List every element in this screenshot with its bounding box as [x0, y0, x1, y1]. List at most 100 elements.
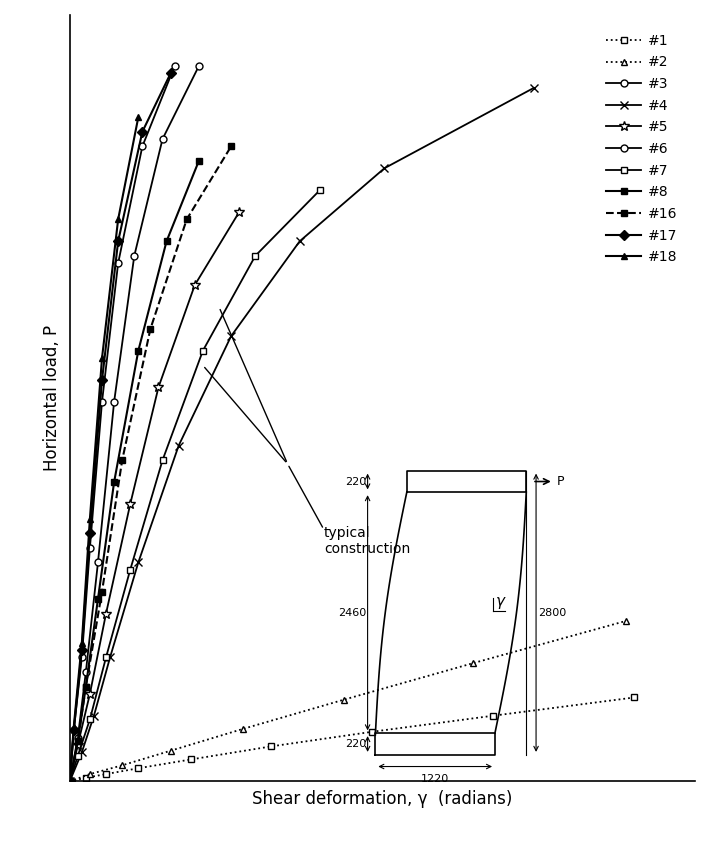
#7 [126, 565, 134, 575]
#1 [368, 727, 376, 737]
#17 [70, 725, 78, 735]
Line: #4: #4 [65, 84, 537, 786]
Line: #17: #17 [66, 70, 174, 785]
Line: #1: #1 [66, 694, 638, 785]
#4 [380, 163, 388, 173]
#2 [166, 746, 175, 756]
#1 [187, 754, 195, 764]
#4 [106, 652, 114, 662]
#16 [118, 455, 126, 465]
#6 [114, 258, 122, 268]
#6 [77, 652, 86, 662]
#2 [340, 694, 349, 704]
Text: 2800: 2800 [538, 608, 567, 618]
#5 [86, 689, 94, 699]
#18 [86, 513, 94, 524]
#6 [65, 776, 74, 787]
Text: 1220: 1220 [421, 775, 449, 784]
#17 [98, 375, 106, 385]
#5 [74, 740, 82, 750]
#4 [226, 331, 235, 341]
#18 [98, 353, 106, 363]
#17 [166, 69, 175, 79]
#17 [86, 528, 94, 538]
#3 [82, 667, 90, 677]
#8 [195, 156, 203, 166]
#7 [158, 455, 167, 465]
#3 [158, 134, 167, 144]
Text: $\gamma$: $\gamma$ [495, 595, 507, 611]
#2 [118, 760, 126, 770]
#16 [226, 141, 235, 152]
#1 [65, 776, 74, 787]
Line: #18: #18 [66, 114, 142, 785]
#5 [126, 499, 134, 509]
#6 [170, 61, 179, 71]
#17 [65, 776, 74, 787]
#2 [622, 615, 630, 626]
#2 [239, 723, 248, 734]
#8 [110, 477, 119, 488]
Line: #3: #3 [66, 63, 202, 785]
#7 [86, 714, 94, 724]
#4 [89, 710, 98, 721]
#3 [65, 776, 74, 787]
#5 [235, 207, 244, 217]
#17 [138, 127, 146, 137]
#5 [190, 280, 199, 291]
#7 [251, 251, 260, 261]
#6 [138, 141, 146, 152]
#2 [86, 769, 94, 779]
#16 [98, 586, 106, 596]
Line: #8: #8 [66, 158, 202, 785]
#3 [130, 251, 138, 261]
#4 [134, 557, 143, 567]
Line: #5: #5 [65, 207, 244, 786]
#6 [86, 542, 94, 553]
Text: typical
construction: typical construction [324, 526, 410, 556]
#16 [74, 736, 82, 746]
#18 [70, 722, 78, 732]
#6 [98, 397, 106, 407]
#1 [82, 773, 90, 783]
#5 [154, 382, 163, 393]
Text: 2460: 2460 [339, 608, 366, 618]
#4 [175, 440, 183, 451]
#18 [77, 638, 86, 648]
#8 [65, 776, 74, 787]
Legend: #1, #2, #3, #4, #5, #6, #7, #8, #16, #17, #18: #1, #2, #3, #4, #5, #6, #7, #8, #16, #17… [602, 30, 682, 268]
#4 [530, 83, 538, 93]
#8 [82, 681, 90, 692]
#7 [102, 652, 110, 662]
#8 [74, 736, 82, 746]
#8 [94, 594, 102, 604]
Text: 220: 220 [345, 739, 366, 749]
#16 [146, 324, 155, 334]
#1 [489, 710, 498, 721]
#7 [199, 345, 207, 356]
#1 [102, 769, 110, 779]
#16 [65, 776, 74, 787]
#17 [114, 237, 122, 247]
Line: #2: #2 [66, 617, 630, 785]
#3 [110, 397, 119, 407]
#7 [74, 751, 82, 761]
Text: P: P [557, 475, 564, 488]
#5 [102, 608, 110, 619]
#8 [163, 237, 171, 247]
#18 [114, 214, 122, 225]
#1 [267, 741, 275, 752]
#16 [82, 681, 90, 692]
#4 [65, 776, 74, 787]
#7 [315, 185, 324, 195]
#16 [182, 214, 191, 225]
#4 [77, 747, 86, 758]
#4 [295, 237, 304, 247]
#1 [630, 692, 639, 703]
#3 [74, 733, 82, 743]
#18 [134, 112, 143, 123]
#2 [65, 776, 74, 787]
Line: #7: #7 [66, 187, 323, 785]
#8 [134, 345, 143, 356]
#5 [65, 776, 74, 787]
